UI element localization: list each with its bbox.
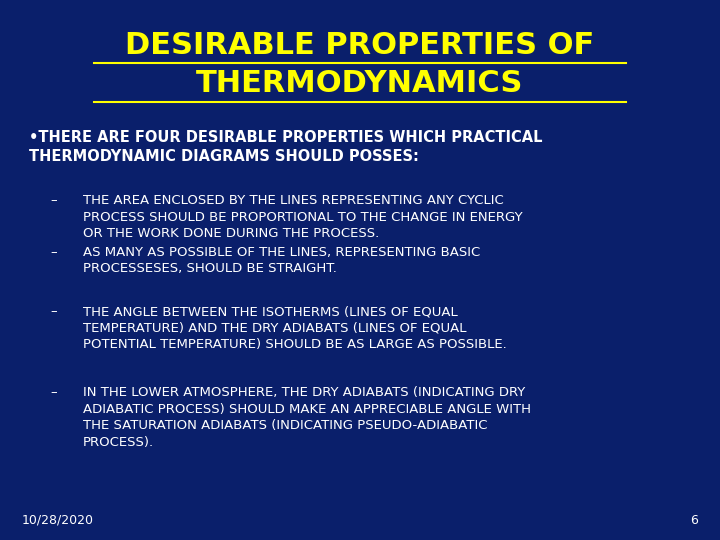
Text: 6: 6 (690, 514, 698, 526)
Text: –: – (50, 194, 57, 207)
Text: THE AREA ENCLOSED BY THE LINES REPRESENTING ANY CYCLIC
PROCESS SHOULD BE PROPORT: THE AREA ENCLOSED BY THE LINES REPRESENT… (83, 194, 523, 240)
Text: –: – (50, 305, 57, 318)
Text: THE ANGLE BETWEEN THE ISOTHERMS (LINES OF EQUAL
TEMPERATURE) AND THE DRY ADIABAT: THE ANGLE BETWEEN THE ISOTHERMS (LINES O… (83, 305, 507, 351)
Text: –: – (50, 246, 57, 259)
Text: AS MANY AS POSSIBLE OF THE LINES, REPRESENTING BASIC
PROCESSESES, SHOULD BE STRA: AS MANY AS POSSIBLE OF THE LINES, REPRES… (83, 246, 480, 275)
Text: IN THE LOWER ATMOSPHERE, THE DRY ADIABATS (INDICATING DRY
ADIABATIC PROCESS) SHO: IN THE LOWER ATMOSPHERE, THE DRY ADIABAT… (83, 386, 531, 449)
Text: DESIRABLE PROPERTIES OF: DESIRABLE PROPERTIES OF (125, 31, 595, 60)
Text: –: – (50, 386, 57, 399)
Text: THERMODYNAMICS: THERMODYNAMICS (197, 69, 523, 98)
Text: 10/28/2020: 10/28/2020 (22, 514, 94, 526)
Text: •THERE ARE FOUR DESIRABLE PROPERTIES WHICH PRACTICAL
THERMODYNAMIC DIAGRAMS SHOU: •THERE ARE FOUR DESIRABLE PROPERTIES WHI… (29, 130, 542, 164)
